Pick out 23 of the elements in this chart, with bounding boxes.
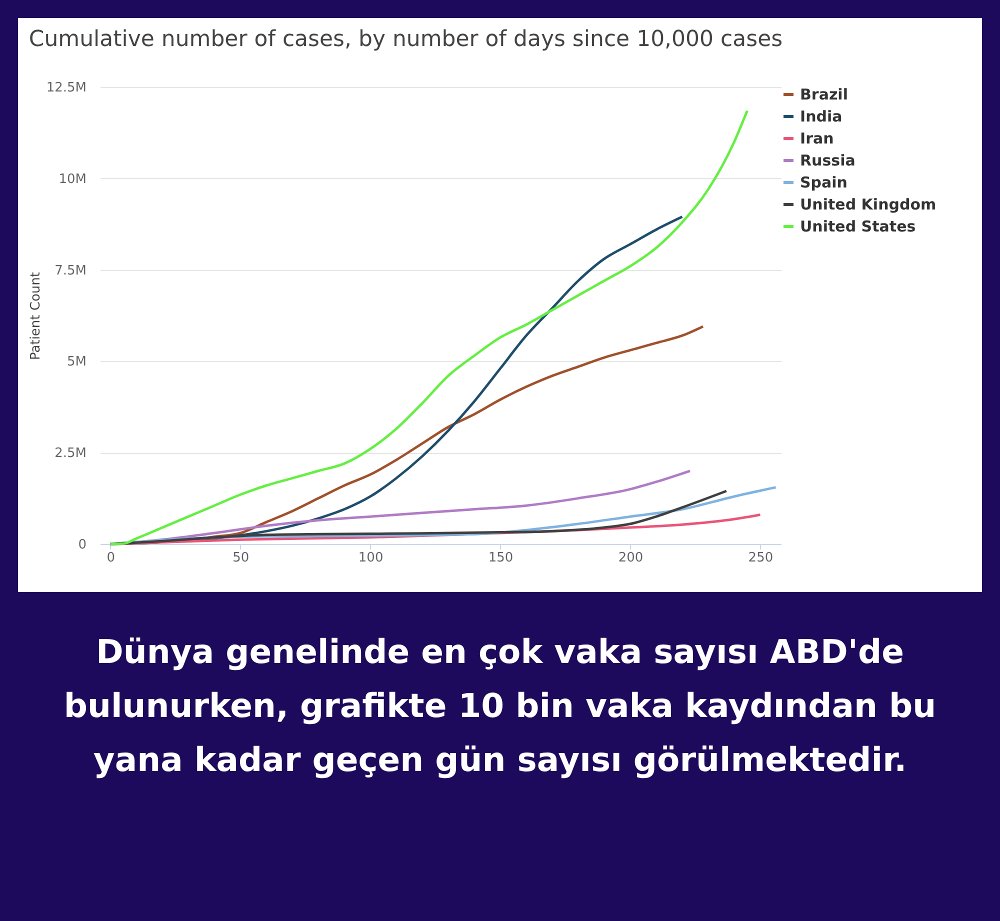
y-tick-label: 5M <box>67 354 86 370</box>
x-tick-label: 150 <box>488 550 514 566</box>
x-tick-label: 100 <box>358 550 384 566</box>
y-tick-label: 10M <box>58 172 86 187</box>
legend-label: Iran <box>800 130 834 148</box>
y-tick-label: 2.5M <box>54 446 86 462</box>
x-tick-label: 0 <box>106 550 116 566</box>
legend-label: United States <box>800 218 916 236</box>
x-tick-label: 50 <box>232 550 250 566</box>
y-tick-label: 12.5M <box>46 80 86 96</box>
legend-label: India <box>800 108 842 126</box>
legend-label: United Kingdom <box>800 196 936 214</box>
legend-label: Spain <box>800 174 848 192</box>
x-tick-label: 250 <box>748 550 774 566</box>
y-tick-label: 0 <box>78 538 86 552</box>
line-series <box>109 110 748 546</box>
y-tick-label: 7.5M <box>54 263 86 278</box>
x-tick-label: 200 <box>618 550 644 566</box>
text: Dünya genelinde en çok vaka sayısı ABD'de bulunurken, grafikte 10 bin vaka kaydından bu yana kadar geçen gün sayısı görülmektedir. <box>62 631 938 781</box>
y-axis-title: Patient Count <box>28 272 44 360</box>
legend-label: Brazil <box>800 86 848 104</box>
legend-label: Russia <box>800 152 856 170</box>
chart-title: Cumulative number of cases, by number of days since 10,000 cases <box>28 27 783 52</box>
